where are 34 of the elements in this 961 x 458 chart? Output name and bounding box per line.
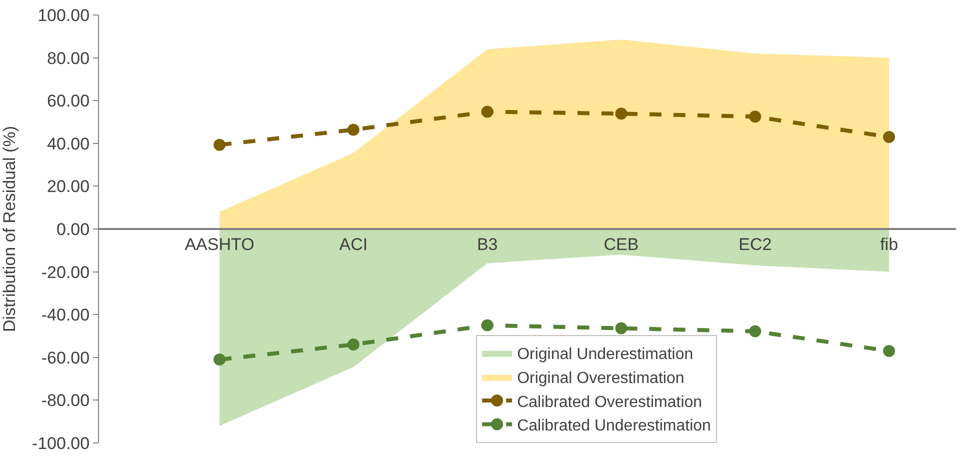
x-tick-label: B3 bbox=[476, 235, 498, 254]
x-tick-label: CEB bbox=[604, 235, 639, 254]
point bbox=[883, 130, 896, 143]
y-tick-label: 60.00 bbox=[47, 92, 90, 111]
y-tick-label: -100.00 bbox=[32, 434, 90, 453]
point bbox=[481, 319, 494, 332]
point bbox=[883, 344, 896, 357]
point bbox=[214, 138, 226, 151]
y-tick-label: 100.00 bbox=[38, 6, 90, 25]
y-tick-label: 80.00 bbox=[47, 48, 90, 68]
x-tick-label: AASHTO bbox=[184, 235, 254, 254]
point bbox=[347, 124, 360, 136]
y-axis-title: Distribution of Residual (%) bbox=[0, 126, 19, 332]
legend-label: Original Overestimation bbox=[517, 370, 684, 387]
y-tick-label: 0.00 bbox=[56, 220, 90, 239]
point bbox=[615, 322, 628, 334]
legend-label: Original Underestimation bbox=[517, 346, 694, 364]
y-tick-label: -80.00 bbox=[41, 391, 90, 410]
y-tick-label: 40.00 bbox=[47, 134, 90, 154]
point bbox=[347, 338, 360, 351]
y-tick-label: 20.00 bbox=[47, 177, 90, 196]
y-tick-label: -40.00 bbox=[41, 306, 90, 325]
point bbox=[749, 110, 762, 123]
legend-label: Calibrated Overestimation bbox=[517, 394, 702, 411]
y-tick-label: -60.00 bbox=[41, 348, 90, 368]
legend-label: Calibrated Underestimation bbox=[517, 418, 711, 435]
x-tick-label: ACI bbox=[339, 235, 368, 254]
x-tick-label: EC2 bbox=[738, 235, 772, 254]
point bbox=[481, 106, 494, 118]
x-tick-label: fib bbox=[880, 235, 898, 254]
point bbox=[749, 325, 762, 338]
point bbox=[214, 354, 226, 366]
point bbox=[615, 108, 628, 120]
y-tick-label: -20.00 bbox=[41, 262, 90, 282]
